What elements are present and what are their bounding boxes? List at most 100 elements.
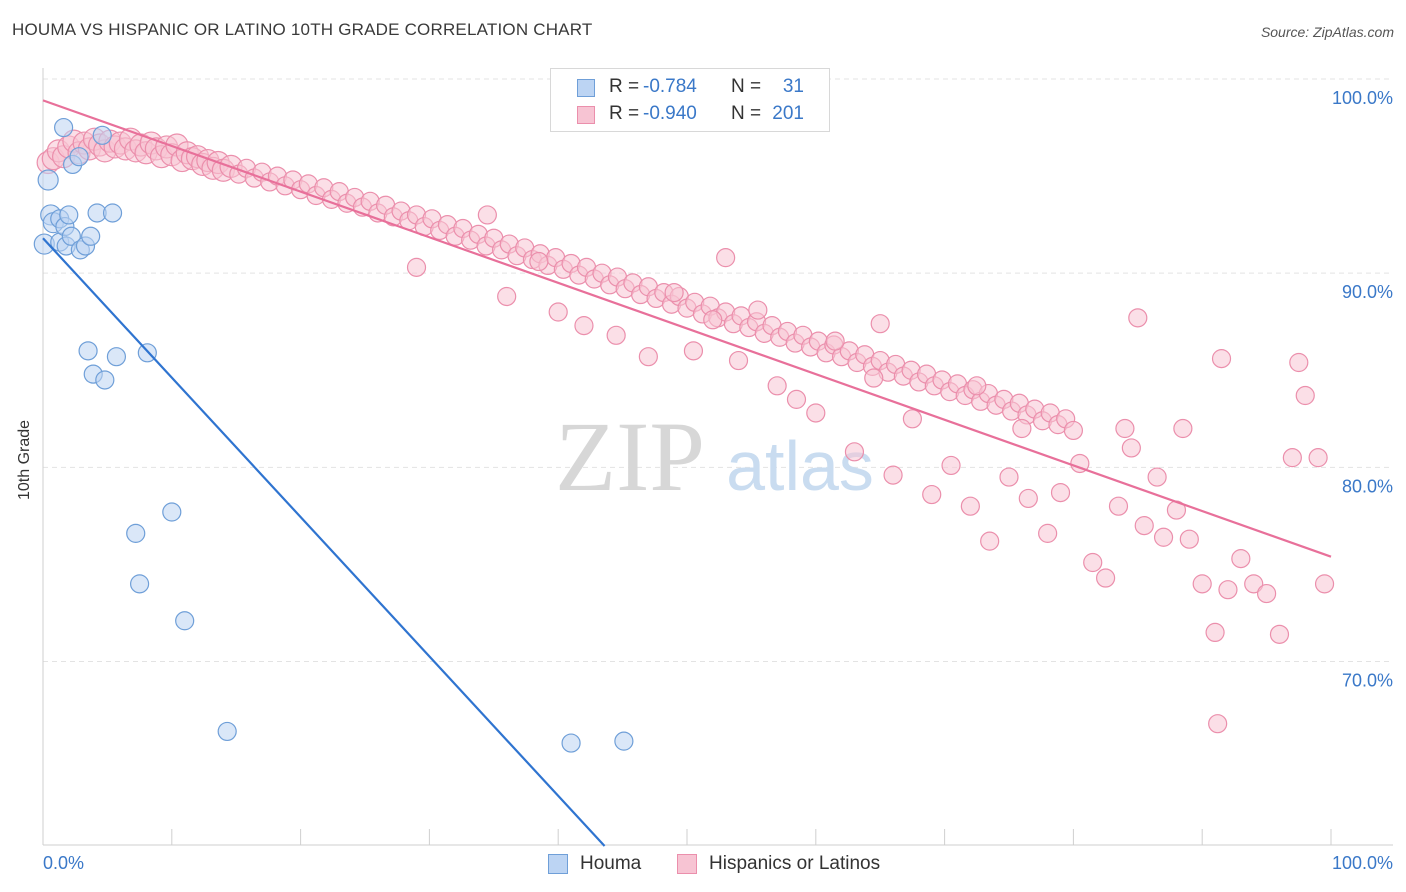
legend-swatch-houma — [577, 79, 595, 97]
point-hispanic — [1063, 420, 1084, 441]
point-hispanic — [1295, 385, 1315, 406]
point-houma — [54, 117, 74, 138]
x-tick-label: 0.0% — [43, 853, 84, 873]
point-hispanic — [1173, 418, 1193, 439]
point-hispanic — [1153, 527, 1174, 547]
point-houma — [78, 341, 98, 361]
point-hispanic — [941, 455, 961, 476]
legend-row-hispanic: R = -0.940 N = 201 — [551, 101, 829, 127]
watermark: ZIP atlas — [555, 401, 874, 512]
point-hispanic — [1282, 448, 1302, 468]
point-houma — [92, 125, 112, 145]
point-hispanic — [902, 409, 923, 429]
point-houma — [37, 169, 59, 191]
watermark-zip: ZIP — [555, 401, 705, 512]
point-hispanic — [1231, 549, 1251, 569]
legend-r-value: -0.784 — [643, 76, 697, 97]
point-hispanic — [664, 282, 684, 303]
trend-line-houma — [42, 237, 606, 847]
point-hispanic — [529, 251, 549, 272]
point-hispanic — [1256, 583, 1277, 604]
point-houma — [130, 574, 150, 594]
point-hispanic — [1192, 574, 1212, 594]
legend-r-label: R = — [609, 76, 640, 97]
y-tick-label: 100.0% — [1332, 88, 1393, 108]
point-hispanic — [1095, 568, 1116, 588]
point-hispanic — [767, 376, 787, 396]
axes — [42, 68, 1393, 846]
point-hispanic — [606, 325, 626, 345]
point-hispanic — [703, 310, 723, 330]
point-hispanic — [1038, 523, 1058, 543]
x-tick-label: 100.0% — [1332, 853, 1393, 873]
point-hispanic — [967, 376, 987, 396]
point-hispanic — [1308, 448, 1328, 468]
point-hispanic — [1218, 580, 1238, 600]
point-hispanic — [1121, 438, 1141, 458]
point-hispanic — [574, 316, 594, 336]
point-hispanic — [1205, 622, 1225, 643]
legend-n-value: 201 — [772, 103, 804, 124]
point-houma — [61, 226, 81, 246]
point-hispanic — [1179, 529, 1199, 549]
point-hispanic — [1314, 574, 1335, 594]
point-hispanic — [844, 442, 865, 462]
point-hispanic — [477, 205, 497, 225]
legend-label-houma: Houma — [580, 853, 642, 874]
point-hispanic — [1108, 496, 1129, 516]
point-hispanic — [864, 368, 884, 388]
watermark-atlas: atlas — [726, 427, 874, 505]
point-houma — [106, 347, 127, 367]
point-hispanic — [1208, 714, 1228, 734]
legend-swatch-houma — [548, 854, 568, 874]
y-tick-label: 70.0% — [1342, 671, 1393, 691]
point-hispanic — [1134, 516, 1154, 536]
point-houma — [95, 370, 115, 390]
point-hispanic — [497, 286, 517, 307]
point-hispanic — [406, 257, 427, 277]
point-hispanic — [638, 347, 658, 367]
grid-lines — [43, 78, 1393, 663]
point-hispanic — [1050, 482, 1071, 503]
point-hispanic — [548, 302, 568, 322]
trend-lines — [42, 99, 1332, 847]
point-hispanic — [748, 300, 768, 320]
legend-r-label: R = — [609, 103, 640, 124]
tick-labels: 70.0% 80.0% 90.0% 100.0% 0.0% 100.0% — [43, 88, 1393, 873]
point-houma — [59, 205, 79, 225]
legend-row-houma: R = -0.784 N = 31 — [551, 74, 829, 100]
point-hispanic — [1211, 349, 1232, 369]
point-houma — [175, 611, 195, 631]
point-houma — [561, 733, 581, 753]
point-hispanic — [716, 248, 736, 268]
y-axis-label: 10th Grade — [16, 419, 33, 500]
point-hispanic — [1147, 467, 1167, 487]
chart-title: HOUMA VS HISPANIC OR LATINO 10TH GRADE C… — [12, 20, 593, 39]
point-hispanic — [870, 314, 890, 334]
legend-swatch-hispanic — [577, 106, 595, 124]
point-hispanic — [1083, 552, 1103, 573]
point-houma — [126, 523, 146, 543]
point-hispanic — [1244, 574, 1264, 594]
point-hispanic — [1128, 308, 1148, 328]
point-hispanic — [825, 331, 845, 351]
point-hispanic — [980, 531, 1000, 551]
point-hispanic — [728, 350, 749, 371]
point-houma — [81, 226, 101, 246]
legend-swatch-hispanic — [677, 854, 697, 874]
point-hispanic — [806, 403, 826, 423]
legend-n-label: N = — [731, 76, 762, 97]
point-hispanic — [1115, 418, 1135, 439]
trend-line-hispanic — [42, 99, 1332, 558]
legend-n-label: N = — [731, 103, 762, 124]
legend-n-value: 31 — [782, 76, 804, 97]
y-tick-label: 90.0% — [1342, 282, 1393, 302]
point-houma — [217, 721, 237, 742]
point-hispanic — [1018, 488, 1038, 509]
legend-r-value: -0.940 — [643, 103, 697, 124]
point-hispanic — [960, 496, 980, 516]
legend-label-hispanic: Hispanics or Latinos — [709, 853, 881, 874]
y-tick-label: 80.0% — [1342, 476, 1393, 496]
point-houma — [614, 731, 634, 751]
